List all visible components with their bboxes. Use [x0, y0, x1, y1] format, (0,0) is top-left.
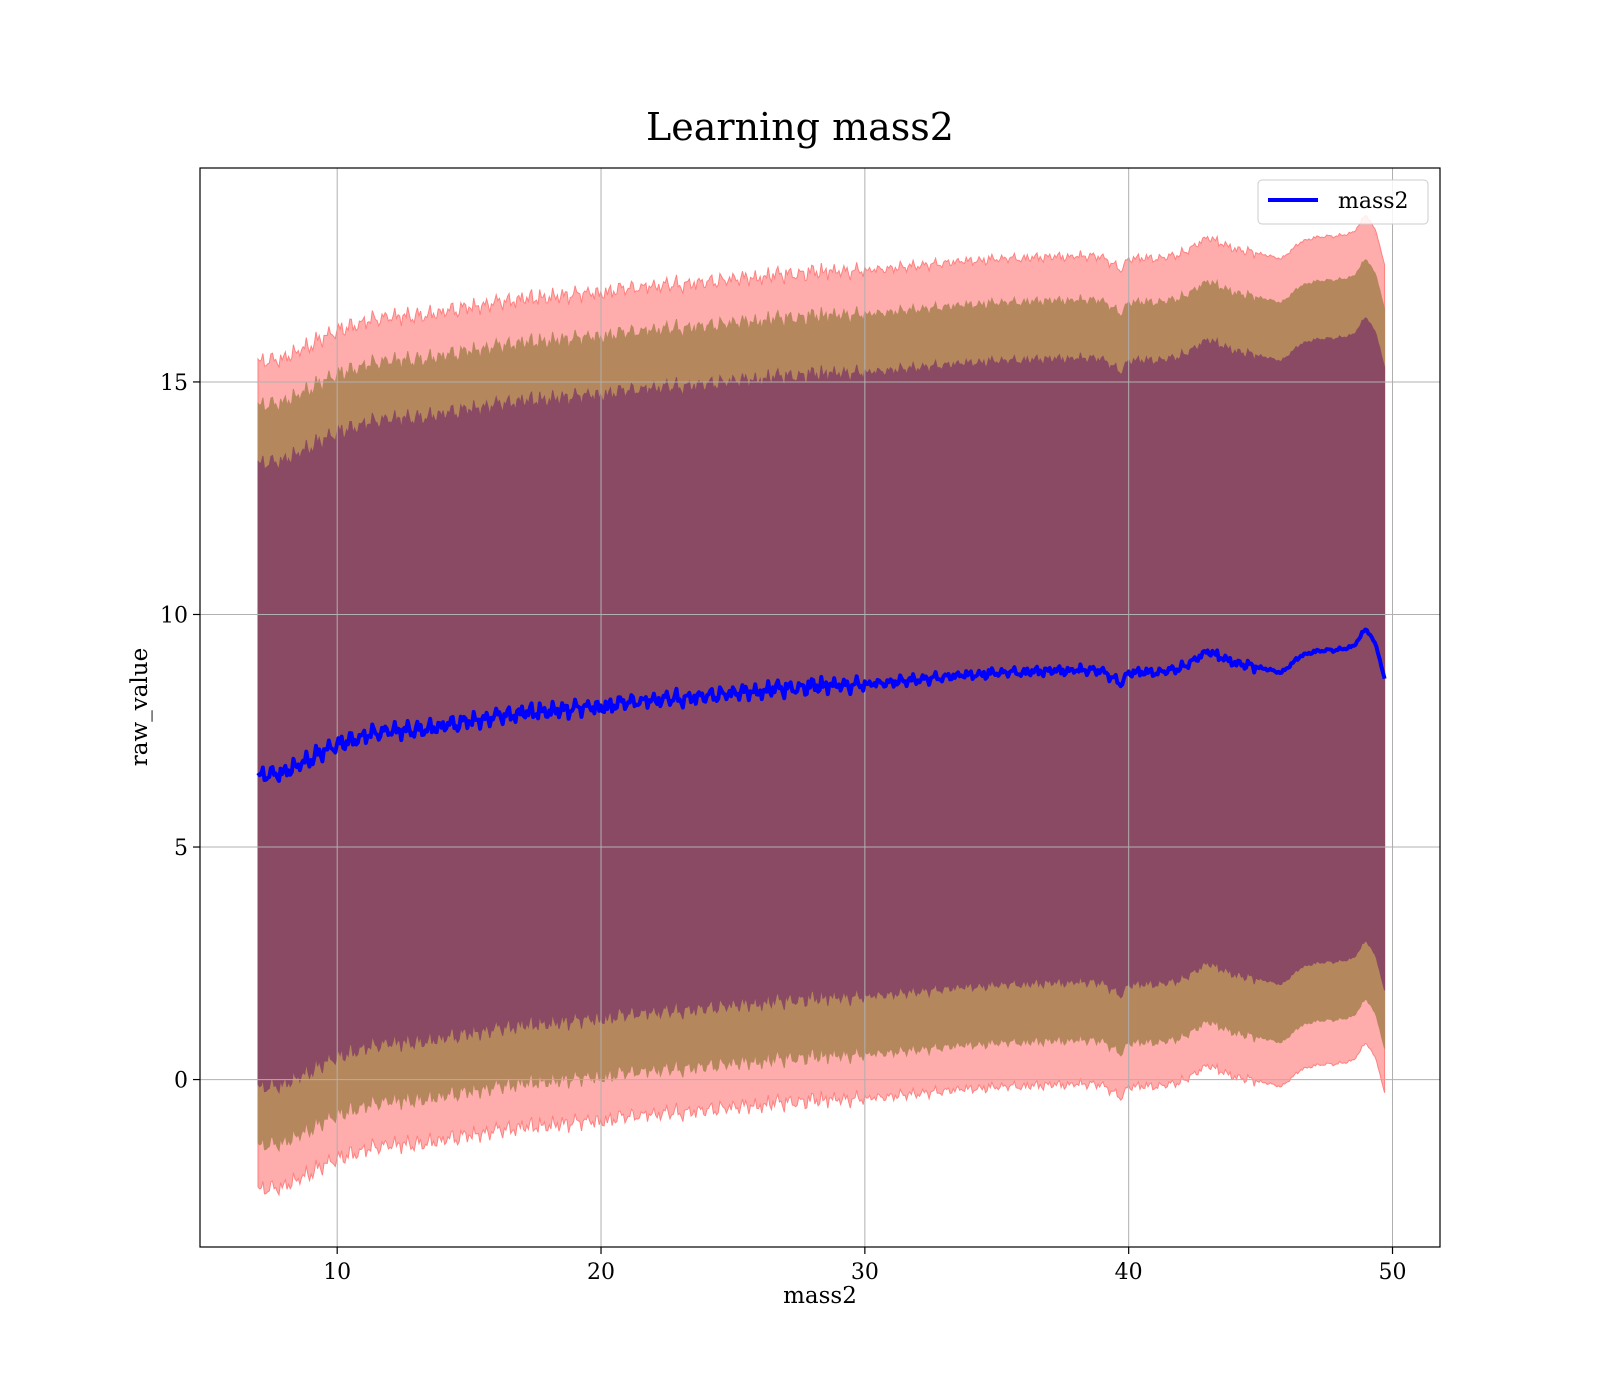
legend-box: [1257, 179, 1429, 225]
confidence-bands: [257, 214, 1386, 1197]
y-tick-label: 10: [160, 603, 188, 628]
x-axis-title: mass2: [783, 1283, 857, 1309]
x-tick-label: 50: [1379, 1260, 1407, 1285]
plot-frame: [199, 167, 1441, 1248]
series-lines: [256, 627, 1387, 783]
chart-title: Learning mass2: [646, 105, 954, 149]
x-axis-ticks: 10 20 30 40 50: [323, 1247, 1407, 1285]
x-tick-label: 40: [1115, 1260, 1143, 1285]
y-tick-label: 5: [174, 836, 188, 861]
y-tick-label: 0: [174, 1069, 188, 1094]
y-axis-title: raw_value: [127, 648, 153, 766]
x-tick-label: 10: [323, 1260, 351, 1285]
x-tick-label: 20: [587, 1260, 615, 1285]
band-1sigma: [257, 317, 1386, 1095]
grid: [200, 168, 1440, 1247]
y-axis-ticks: 0 5 10 15: [160, 371, 200, 1094]
legend: mass2: [1257, 179, 1429, 225]
legend-label: mass2: [1338, 189, 1409, 214]
x-tick-label: 30: [851, 1260, 879, 1285]
series-line-mass2: [256, 627, 1387, 783]
y-tick-label: 15: [160, 371, 188, 396]
